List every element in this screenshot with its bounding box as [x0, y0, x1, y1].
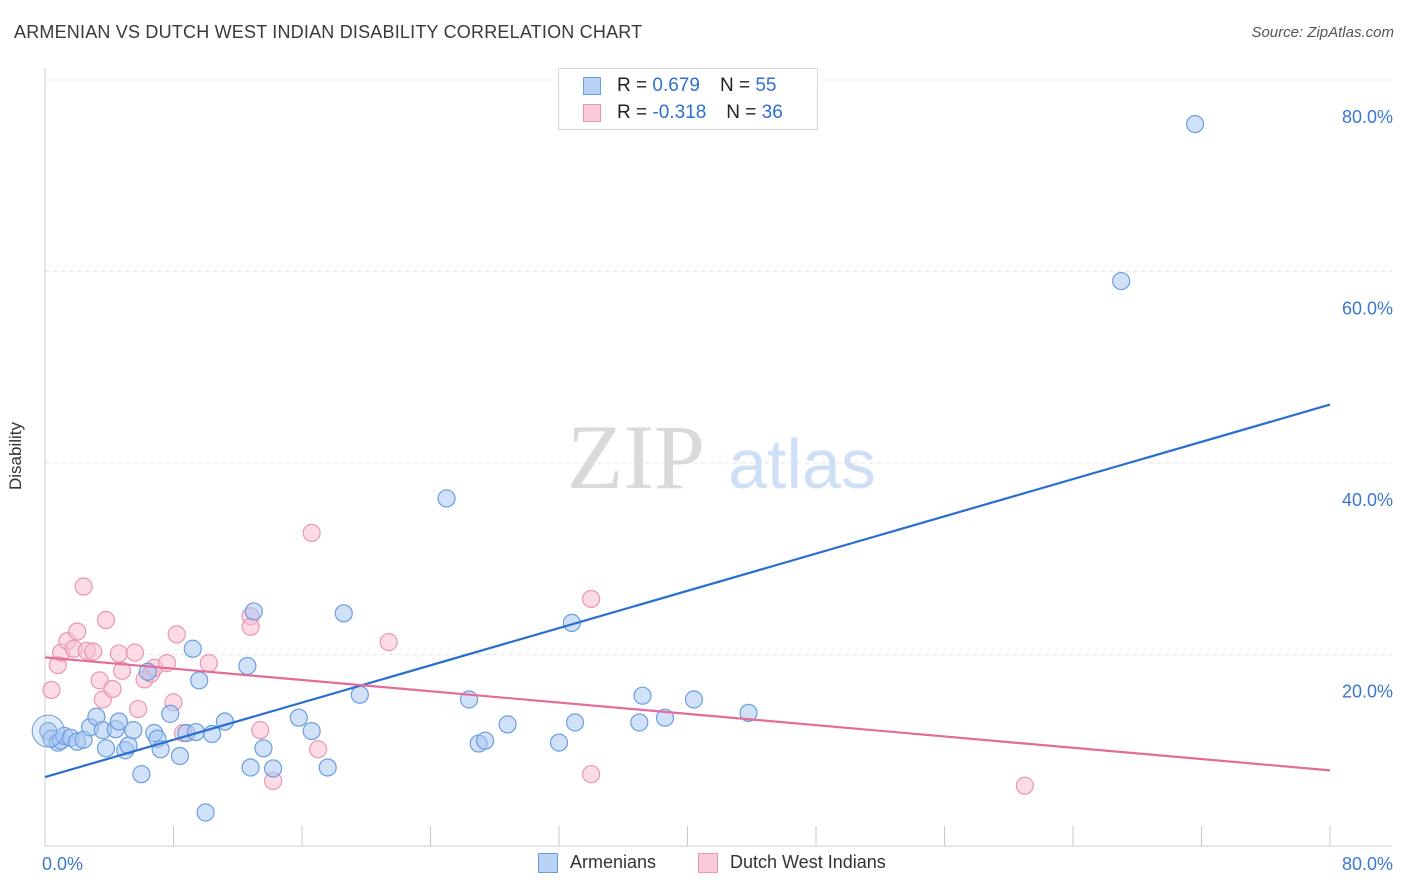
armenian-point [196, 803, 215, 822]
armenian-point [684, 690, 704, 709]
armenian-point [132, 765, 151, 784]
armenian-point [124, 721, 143, 740]
watermark: ZIP atlas [567, 406, 876, 508]
armenian-point [437, 489, 456, 508]
legend-swatch-dutch-bottom [698, 852, 718, 873]
r-label: R = [617, 102, 648, 123]
tick-labels: 20.0% 40.0% 60.0% 80.0% 0.0% 80.0% [42, 107, 1393, 874]
armenian-point [350, 685, 369, 704]
dutch-point [103, 679, 122, 699]
y-tick-label: 60.0% [1342, 299, 1393, 319]
trend-lines [44, 403, 1331, 779]
legend-label-dutch: Dutch West Indians [730, 852, 886, 872]
n-label: N = [726, 102, 757, 123]
armenian-point [254, 739, 273, 758]
r-value-armenians: 0.679 [652, 75, 700, 96]
chart-title: ARMENIAN VS DUTCH WEST INDIAN DISABILITY… [14, 22, 643, 42]
armenian-point [170, 746, 190, 766]
x-tick-label: 80.0% [1342, 854, 1393, 874]
dutch-point [379, 632, 398, 652]
dutch-point [112, 661, 132, 680]
armenian-point [302, 721, 321, 741]
dutch-point [199, 654, 218, 673]
armenian-point [630, 713, 649, 732]
watermark-atlas: atlas [728, 425, 876, 503]
armenian-point [565, 713, 585, 732]
armenian-point [655, 708, 675, 727]
r-value-dutch: -0.318 [652, 102, 707, 123]
armenian-point [96, 739, 116, 758]
legend-swatch-armenians-bottom [538, 852, 558, 873]
r-label: R = [617, 75, 648, 96]
dutch-point [1015, 776, 1034, 795]
source-label: Source: ZipAtlas.com [1251, 24, 1394, 41]
dutch-point [68, 622, 87, 641]
armenian-point [238, 656, 257, 676]
trend-line-dutch [44, 656, 1331, 772]
armenian-point [109, 712, 128, 731]
armenian-point [161, 704, 180, 723]
legend-item-dutch[interactable]: Dutch West Indians [698, 852, 886, 873]
armenian-point [241, 758, 260, 777]
series-dutch-west-indians [42, 523, 1034, 795]
dutch-point [84, 642, 103, 661]
watermark-zip: ZIP [567, 406, 705, 508]
n-label: N = [719, 75, 751, 96]
armenian-point [318, 758, 337, 777]
armenian-point [1185, 114, 1205, 134]
y-tick-label: 20.0% [1342, 682, 1393, 702]
armenian-point [633, 686, 652, 705]
n-value-armenians: 55 [755, 75, 777, 96]
dutch-point [109, 644, 128, 663]
trend-line-armenians [44, 403, 1331, 779]
axes [44, 68, 1392, 847]
legend-label-armenians: Armenians [570, 852, 657, 872]
y-tick-label: 80.0% [1342, 107, 1393, 127]
legend-swatch-armenians [583, 77, 601, 95]
grid-lines [45, 79, 1392, 655]
dutch-point [96, 610, 116, 630]
armenian-point [244, 602, 263, 621]
y-axis-label-wrap: Disability [6, 422, 26, 490]
stats-row-armenians: R = 0.679 N = 55 [583, 73, 776, 99]
n-value-dutch: 36 [761, 102, 783, 123]
y-tick-label: 40.0% [1342, 490, 1393, 510]
series-legend: Armenians Dutch West Indians [0, 852, 1406, 878]
armenian-point [289, 708, 308, 727]
armenian-point [549, 733, 569, 752]
dutch-point [90, 671, 109, 690]
dutch-point [167, 625, 186, 644]
armenian-point [1112, 271, 1131, 291]
dutch-point [42, 680, 61, 700]
dutch-point [308, 740, 328, 759]
armenian-point [263, 759, 283, 778]
armenian-point [498, 715, 517, 734]
armenian-point [190, 671, 209, 690]
dutch-point [582, 765, 601, 784]
stats-legend: R = 0.679 N = 55 R = -0.318 N = 36 [558, 68, 818, 130]
armenian-point [183, 639, 202, 658]
dutch-point [302, 523, 321, 542]
x-tick-label: 0.0% [42, 854, 83, 874]
dutch-point [251, 721, 270, 740]
y-axis-label: Disability [6, 421, 25, 491]
armenian-point [739, 703, 758, 723]
legend-swatch-dutch [583, 104, 601, 122]
armenian-point [476, 731, 495, 750]
stats-row-dutch: R = -0.318 N = 36 [583, 100, 783, 126]
series-armenians [31, 114, 1205, 822]
dutch-point [125, 643, 145, 662]
legend-item-armenians[interactable]: Armenians [538, 852, 656, 873]
dutch-point [241, 617, 260, 636]
armenian-point [334, 604, 353, 623]
armenian-cluster-point [31, 714, 65, 748]
dutch-point [582, 589, 601, 609]
dutch-point [129, 699, 148, 719]
dutch-point [74, 577, 93, 596]
